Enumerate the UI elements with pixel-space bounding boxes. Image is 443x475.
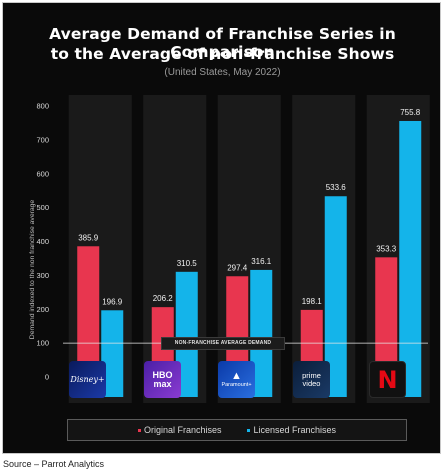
- bar-value-label: 310.5: [177, 259, 198, 268]
- bar-value-label: 755.8: [400, 108, 421, 117]
- bar-original: [77, 246, 100, 397]
- y-tick-label: 200: [36, 305, 49, 314]
- bar-licensed: [175, 271, 198, 397]
- legend-label-licensed: Licensed Franchises: [253, 425, 337, 435]
- y-axis-label: Demand indexed to the non franchise aver…: [29, 200, 36, 340]
- legend-item-original: Original Franchises: [137, 425, 222, 435]
- legend-swatch-original: [137, 428, 141, 432]
- disney-plus-logo-text: Disney+: [70, 375, 105, 384]
- bar-value-label: 206.2: [153, 294, 174, 303]
- chart-card: Average Demand of Franchise Series in Co…: [2, 2, 441, 454]
- disney-plus-logo: Disney+: [69, 361, 106, 398]
- source-note: Source – Parrot Analytics: [3, 459, 105, 469]
- y-tick-label: 600: [36, 169, 49, 178]
- hbo-max-logo-text: HBO max: [152, 369, 173, 389]
- prime-video-logo: prime video: [293, 361, 330, 398]
- y-tick-label: 400: [36, 237, 49, 246]
- paramount-plus-logo: ▲ Paramount+: [218, 361, 255, 398]
- bar-chart: 0 100 200 300 400 500 600 700 800 Demand indexed …: [29, 95, 430, 403]
- bar-value-label: 198.1: [302, 297, 323, 306]
- bar-value-label: 385.9: [78, 233, 99, 242]
- netflix-logo: N: [369, 361, 406, 398]
- legend-swatch-licensed: [247, 428, 251, 432]
- y-tick-label: 800: [36, 102, 49, 111]
- bar-licensed: [250, 269, 273, 397]
- y-tick-label: 100: [36, 339, 49, 348]
- chart-subtitle: (United States, May 2022): [164, 67, 281, 78]
- hbo-max-logo: HBO max: [144, 361, 181, 398]
- y-tick-label: 0: [45, 373, 49, 382]
- chart-legend: Original Franchises Licensed Franchises: [67, 419, 407, 441]
- y-tick-label: 700: [36, 135, 49, 144]
- bar-licensed: [101, 310, 124, 397]
- mountain-icon: ▲: [231, 370, 242, 382]
- bar-value-label: 316.1: [251, 257, 272, 266]
- netflix-logo-text: N: [377, 365, 398, 394]
- bar-value-label: 196.9: [102, 297, 123, 306]
- y-tick-label: 300: [36, 271, 49, 280]
- bar-value-label: 353.3: [376, 244, 397, 253]
- bar-value-label: 533.6: [326, 183, 347, 192]
- prime-logo-line2: video: [302, 378, 321, 388]
- legend-item-licensed: Licensed Franchises: [247, 425, 336, 435]
- prime-logo-line1: prime: [302, 370, 321, 380]
- chart-title-line-2: to the Average of non-franchise Shows: [50, 45, 395, 63]
- bar-value-label: 297.4: [227, 263, 248, 272]
- paramount-plus-logo-text: Paramount+: [221, 382, 252, 388]
- y-tick-label: 500: [36, 203, 49, 212]
- average-line-label: NON-FRANCHISE AVERAGE DEMAND: [161, 337, 285, 350]
- legend-label-original: Original Franchises: [143, 425, 222, 435]
- bar-licensed: [324, 196, 347, 397]
- bar-licensed: [399, 120, 422, 397]
- chart-title-line-1: Average Demand of Franchise Series in Co…: [49, 25, 396, 61]
